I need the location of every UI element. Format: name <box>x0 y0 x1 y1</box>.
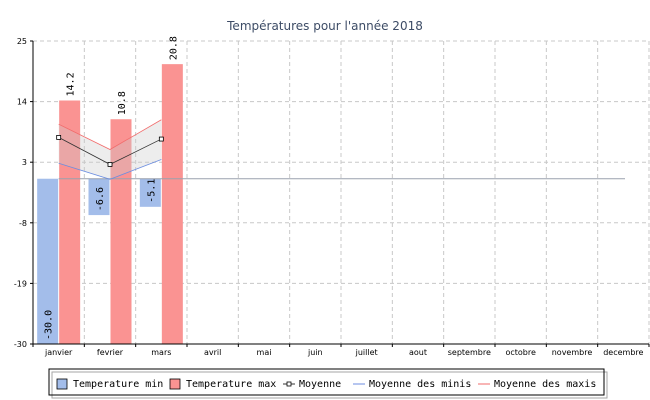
x-tick-label: juillet <box>355 348 378 357</box>
legend-label: Moyenne des maxis <box>494 379 596 390</box>
bar-temperature-max <box>110 119 132 344</box>
data-labels: -30.0 -6.6 -5.1 14.2 10.8 20.8 <box>44 36 180 340</box>
line-point-moyenne <box>158 136 164 142</box>
data-label: 20.8 <box>168 36 179 60</box>
legend-swatch <box>169 378 181 390</box>
line-moyenne-des-minis <box>58 159 162 180</box>
grid <box>33 40 650 345</box>
legend-swatch-marker <box>286 381 292 387</box>
data-label: 10.8 <box>117 91 128 115</box>
line-moyenne-des-maxis <box>58 119 162 150</box>
x-tick-label: novembre <box>552 348 593 357</box>
x-tick-label: octobre <box>505 348 536 357</box>
y-tick-label: 25 <box>17 37 27 46</box>
x-tick-label: juin <box>307 348 323 357</box>
data-label: 14.2 <box>66 72 77 96</box>
bars <box>37 64 183 344</box>
lines <box>56 119 625 180</box>
y-tick-label: 14 <box>17 98 27 107</box>
line-point-moyenne <box>107 162 113 167</box>
data-label: -6.6 <box>95 187 106 211</box>
y-tick-label: 3 <box>22 158 27 167</box>
legend-swatch <box>56 378 68 390</box>
legend-label: Temperature max <box>186 379 276 390</box>
x-tick-label: septembre <box>448 348 491 357</box>
bar-temperature-max <box>59 100 81 344</box>
x-tick-label: decembre <box>603 348 643 357</box>
chart-title: Températures pour l'année 2018 <box>226 19 423 33</box>
data-label: -30.0 <box>44 310 55 340</box>
x-tick-label: janvier <box>44 348 73 357</box>
axes: 25 14 3 -8 -19 -30 janvier fevrier mars avril mai j… <box>14 37 650 357</box>
x-tick-label: avril <box>204 348 221 357</box>
y-tick-label: -19 <box>14 279 27 288</box>
x-tick-label: fevrier <box>97 348 124 357</box>
line-point-moyenne <box>56 135 62 140</box>
legend-label: Temperature min <box>73 379 163 390</box>
bar-temperature-max <box>161 64 183 344</box>
bar-temperature-min <box>37 178 59 344</box>
y-tick-label: -30 <box>14 340 27 349</box>
legend-shadow <box>51 371 608 399</box>
legend-box <box>48 368 605 396</box>
data-label: -5.1 <box>146 179 157 203</box>
bar-temperature-min <box>88 178 110 216</box>
bar-temperature-min <box>139 178 161 207</box>
legend-label: Moyenne <box>299 379 341 390</box>
x-tick-label: aout <box>409 348 427 357</box>
x-tick-label: mai <box>257 348 272 357</box>
legend-label: Moyenne des minis <box>369 379 471 390</box>
y-tick-label: -8 <box>19 219 27 228</box>
legend: Temperature min Temperature max Moyenne Moy… <box>48 368 608 399</box>
x-tick-label: mars <box>151 348 171 357</box>
